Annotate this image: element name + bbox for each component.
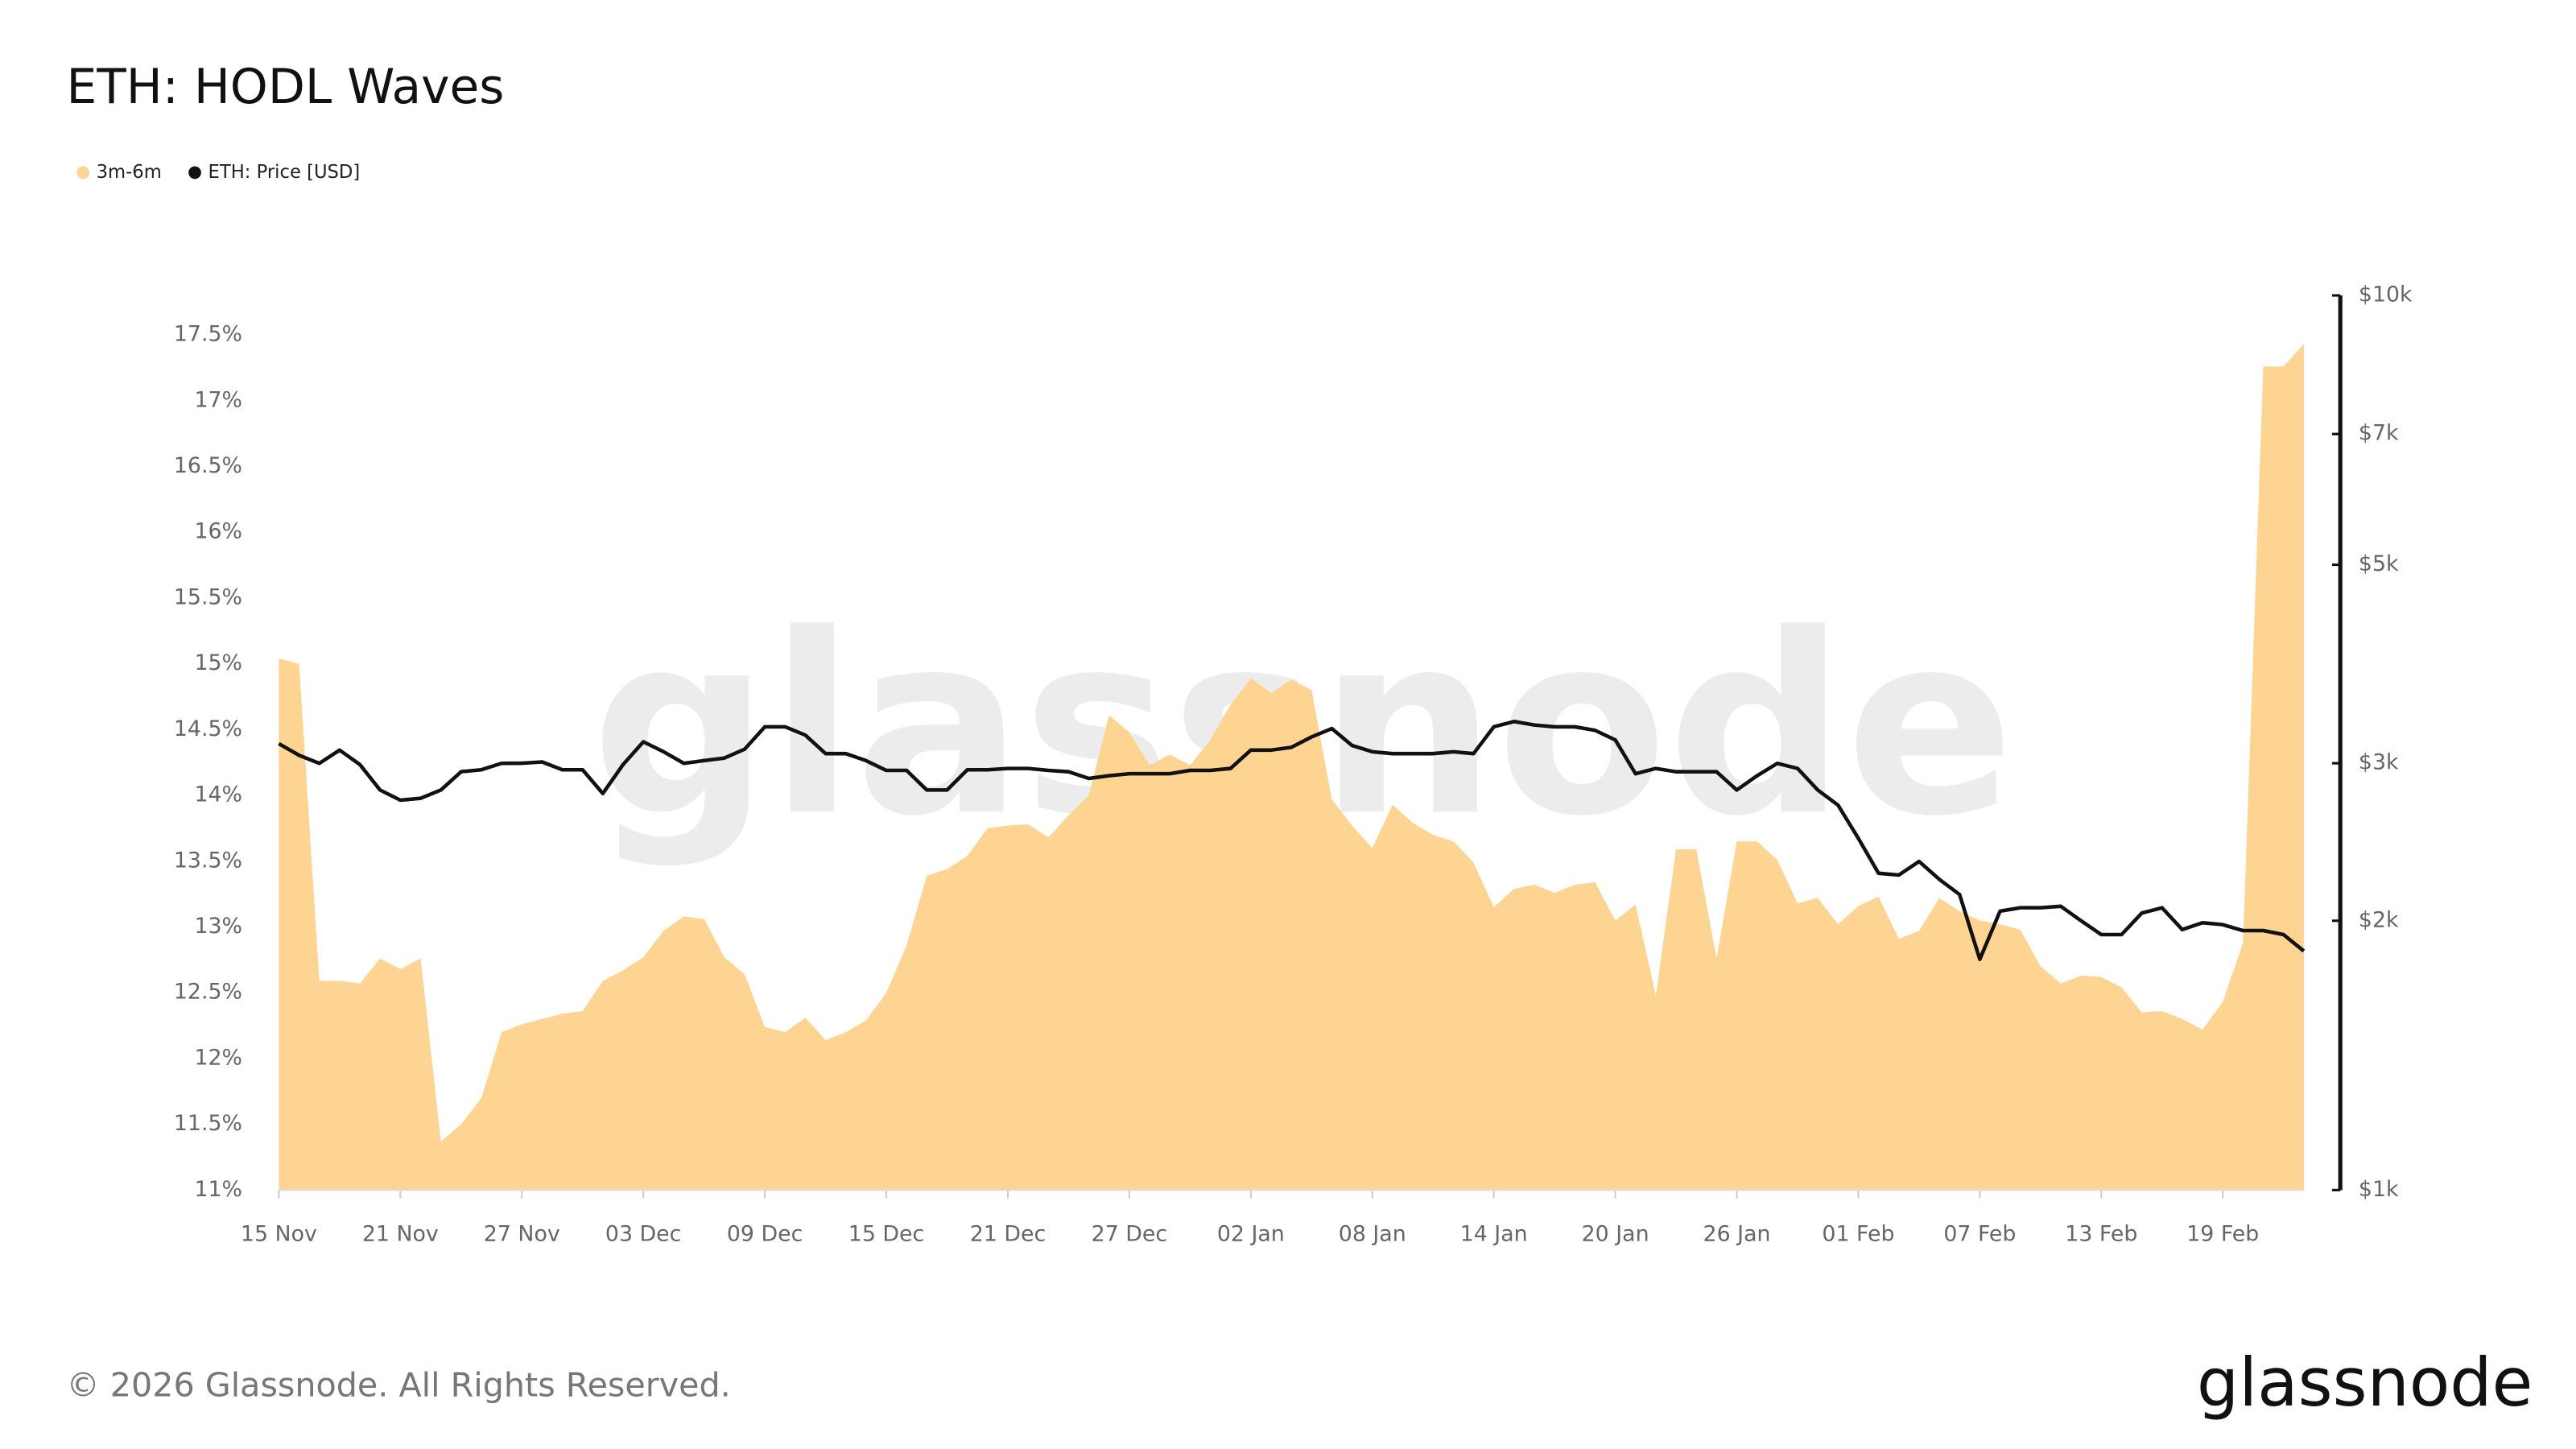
legend-swatch (76, 166, 89, 180)
logo: glassnode (2197, 1344, 2533, 1422)
y-tick-label: 17.5% (174, 322, 242, 347)
y-tick-label: 11% (194, 1177, 242, 1202)
x-tick-label: 07 Feb (1943, 1222, 2016, 1247)
y-tick-label: 15% (194, 650, 242, 675)
y-tick-label: 14% (194, 782, 242, 807)
y-tick-label: 13% (194, 914, 242, 939)
line (278, 720, 2306, 961)
y2-tick-label: $10k (2359, 283, 2413, 308)
copyright: © 2026 Glassnode. All Rights Reserved. (66, 1366, 730, 1405)
area (279, 344, 2304, 1191)
legend-label: 3m-6m (97, 162, 162, 183)
legend-swatch (188, 166, 201, 180)
x-tick-label: 02 Jan (1217, 1222, 1285, 1247)
x-tick-label: 27 Dec (1092, 1222, 1167, 1247)
x-tick-label: 13 Feb (2065, 1222, 2137, 1247)
x-tick-label: 21 Nov (362, 1222, 439, 1247)
y2-tick-label: $7k (2359, 421, 2399, 446)
x-tick-label: 21 Dec (970, 1222, 1046, 1247)
x-tick-label: 15 Dec (848, 1222, 924, 1247)
y-tick-label: 17% (194, 387, 242, 412)
y-tick-label: 11.5% (174, 1111, 242, 1136)
y-tick-label: 16.5% (174, 453, 242, 478)
y2-tick-label: $2k (2359, 907, 2399, 932)
x-tick-label: 14 Jan (1460, 1222, 1528, 1247)
legend-label: ETH: Price [USD] (208, 162, 361, 183)
x-tick-label: 19 Feb (2186, 1222, 2259, 1247)
x-tick-label: 03 Dec (605, 1222, 681, 1247)
y2-tick-label: $1k (2359, 1177, 2399, 1202)
y-tick-label: 13.5% (174, 848, 242, 873)
x-tick-label: 08 Jan (1339, 1222, 1406, 1247)
y-tick-label: 14.5% (174, 716, 242, 741)
x-tick-label: 27 Nov (484, 1222, 560, 1247)
y-tick-label: 16% (194, 519, 242, 544)
y-tick-label: 12.5% (174, 980, 242, 1005)
y2-tick-label: $3k (2359, 750, 2399, 775)
x-tick-label: 09 Dec (727, 1222, 803, 1247)
x-tick-label: 01 Feb (1822, 1222, 1894, 1247)
y2-tick-label: $5k (2359, 551, 2399, 576)
x-tick-label: 20 Jan (1582, 1222, 1649, 1247)
chart-title: ETH: HODL Waves (66, 60, 504, 115)
y-tick-label: 12% (194, 1045, 242, 1070)
x-tick-label: 26 Jan (1703, 1222, 1771, 1247)
x-tick-label: 15 Nov (241, 1222, 317, 1247)
y-tick-label: 15.5% (174, 584, 242, 609)
